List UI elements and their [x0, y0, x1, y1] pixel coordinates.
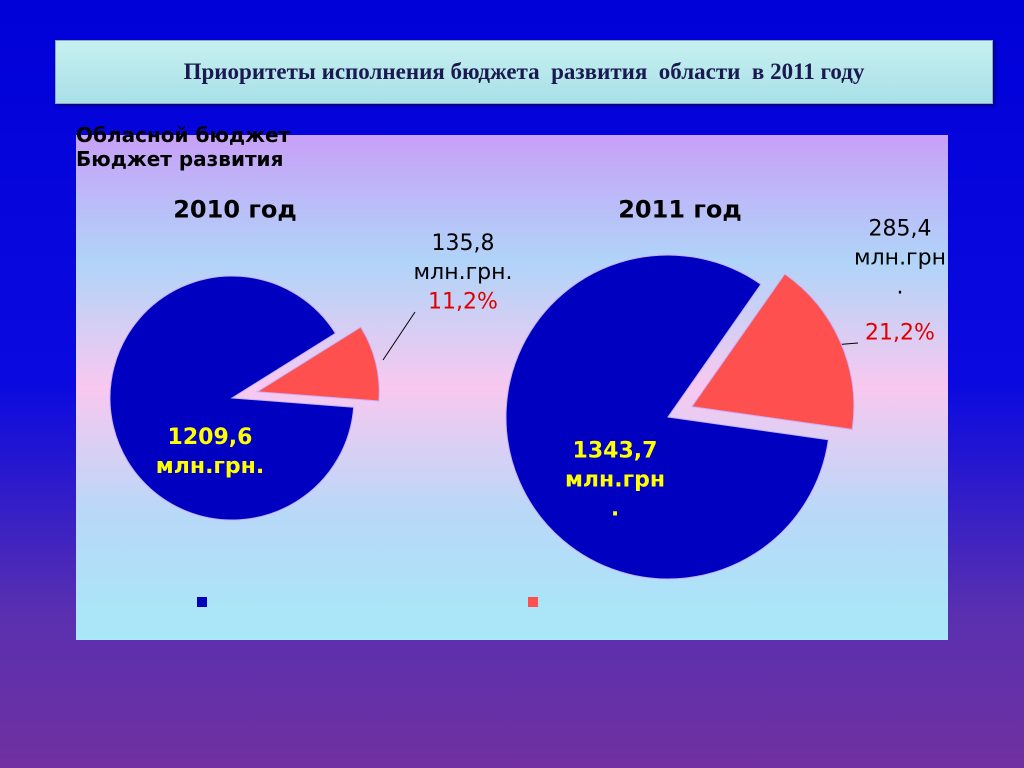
legend-label: Обласной бюджет — [76, 123, 291, 147]
value-label: 1343,7 млн.грн . — [564, 438, 666, 522]
leader-line — [382, 311, 416, 361]
chart-area: 2010 год 1209,6 млн.грн. 135,8 млн.грн. 11,… — [76, 123, 948, 640]
legend-label: Бюджет развития — [76, 147, 284, 171]
pie-charts — [109, 254, 859, 580]
legend-swatch — [197, 597, 207, 607]
chart-title: 2011 год — [618, 195, 742, 224]
pie-slice — [109, 275, 355, 521]
pie-slice — [690, 273, 855, 430]
share-label: 11,2% — [428, 289, 498, 315]
share-label: 21,2% — [865, 320, 935, 346]
slide-title: Приоритеты исполнения бюджета развития о… — [55, 40, 993, 104]
pie-slice — [255, 326, 380, 402]
value-label: 285,4 млн.грн . — [854, 216, 946, 300]
chart-title: 2010 год — [173, 195, 297, 224]
pie-slice — [505, 254, 829, 580]
value-label: 135,8 млн.грн. — [413, 231, 513, 285]
legend-swatch — [528, 597, 538, 607]
value-label: 1209,6 млн.грн. — [155, 425, 265, 479]
